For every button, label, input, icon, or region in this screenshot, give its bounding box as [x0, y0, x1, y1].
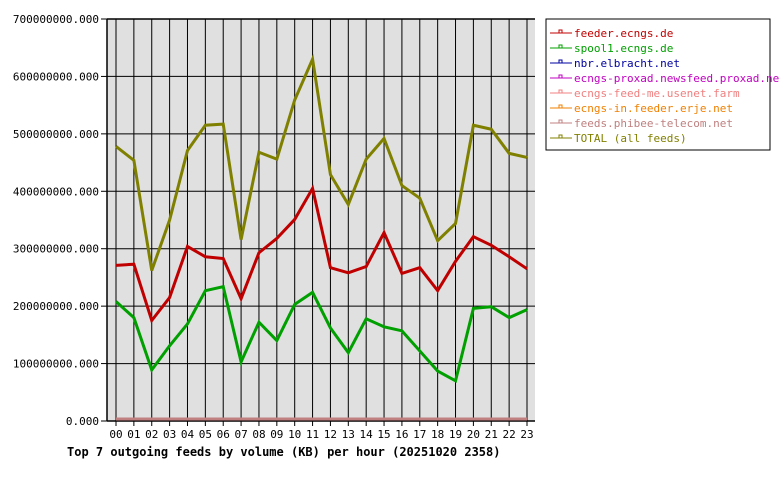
legend-marker-icon	[558, 134, 563, 139]
legend-marker-icon	[558, 59, 563, 64]
legend-marker-icon	[558, 119, 563, 124]
legend-label: TOTAL (all feeds)	[574, 132, 687, 145]
series-line-spool1-ecngs-de	[114, 284, 528, 384]
x-tick-label: 13	[342, 428, 355, 441]
x-axis-ticks: 00 01 02 03 04 05 06 07 08 09 10 11 12 13 14 15 16 17 18 19…	[109, 421, 534, 441]
x-tick-label: 14	[360, 428, 374, 441]
x-tick-label: 02	[145, 428, 158, 441]
legend-marker-icon	[558, 44, 563, 49]
legend-item: ecngs-proxad.newsfeed.proxad.net	[550, 72, 780, 85]
y-tick-label: 400000000.000	[13, 185, 99, 198]
x-tick-label: 15	[377, 428, 390, 441]
axes	[106, 18, 535, 422]
legend-item: TOTAL (all feeds)	[550, 132, 687, 145]
x-tick-label: 07	[234, 428, 247, 441]
legend-marker-icon	[558, 89, 563, 94]
y-axis-ticks: 0.000 100000000.000 200000000.000 300000000…	[13, 13, 107, 428]
x-tick-label: 06	[217, 428, 230, 441]
y-tick-label: 700000000.000	[13, 13, 99, 26]
x-tick-label: 17	[413, 428, 426, 441]
x-tick-label: 10	[288, 428, 301, 441]
x-tick-label: 18	[431, 428, 444, 441]
legend-marker-icon	[558, 104, 563, 109]
legend-label: ecngs-feed-me.usenet.farm	[574, 87, 740, 100]
legend-box	[545, 18, 771, 151]
x-tick-label: 12	[324, 428, 337, 441]
x-tick-label: 08	[252, 428, 265, 441]
x-tick-label: 20	[467, 428, 480, 441]
legend-item: ecngs-feed-me.usenet.farm	[550, 87, 740, 100]
x-tick-label: 00	[109, 428, 122, 441]
x-tick-label: 23	[520, 428, 533, 441]
y-tick-label: 600000000.000	[13, 70, 99, 83]
x-tick-label: 22	[503, 428, 516, 441]
legend-item: nbr.elbracht.net	[550, 57, 680, 70]
legend-label: nbr.elbracht.net	[574, 57, 680, 70]
x-tick-label: 11	[306, 428, 319, 441]
y-tick-label: 200000000.000	[13, 300, 99, 313]
x-tick-label: 16	[395, 428, 408, 441]
legend: feeder.ecngs.de spool1.ecngs.de nbr.elbrac…	[545, 18, 780, 151]
legend-label: spool1.ecngs.de	[574, 42, 673, 55]
legend-label: feeds.phibee-telecom.net	[574, 117, 733, 130]
x-tick-label: 03	[163, 428, 176, 441]
x-tick-label: 01	[127, 428, 140, 441]
legend-marker-icon	[558, 74, 563, 79]
series-line-total-all-feeds-	[115, 53, 528, 272]
legend-item: ecngs-in.feeder.erje.net	[550, 102, 733, 115]
x-tick-label: 19	[449, 428, 462, 441]
y-tick-label: 100000000.000	[13, 358, 99, 371]
y-tick-label: 0.000	[66, 415, 99, 428]
legend-item: feeds.phibee-telecom.net	[550, 117, 733, 130]
legend-label: ecngs-in.feeder.erje.net	[574, 102, 733, 115]
y-tick-label: 500000000.000	[13, 128, 99, 141]
legend-item: spool1.ecngs.de	[550, 42, 673, 55]
legend-label: feeder.ecngs.de	[574, 27, 673, 40]
legend-label: ecngs-proxad.newsfeed.proxad.net	[574, 72, 780, 85]
x-tick-label: 21	[485, 428, 498, 441]
x-tick-label: 04	[181, 428, 195, 441]
x-tick-label: 05	[199, 428, 212, 441]
chart-title: Top 7 outgoing feeds by volume (KB) per …	[67, 445, 500, 459]
legend-item: feeder.ecngs.de	[550, 27, 673, 40]
y-tick-label: 300000000.000	[13, 243, 99, 256]
series-lines	[114, 53, 528, 421]
series-line-feeder-ecngs-de	[115, 184, 528, 324]
x-tick-label: 09	[270, 428, 283, 441]
legend-marker-icon	[558, 29, 563, 34]
